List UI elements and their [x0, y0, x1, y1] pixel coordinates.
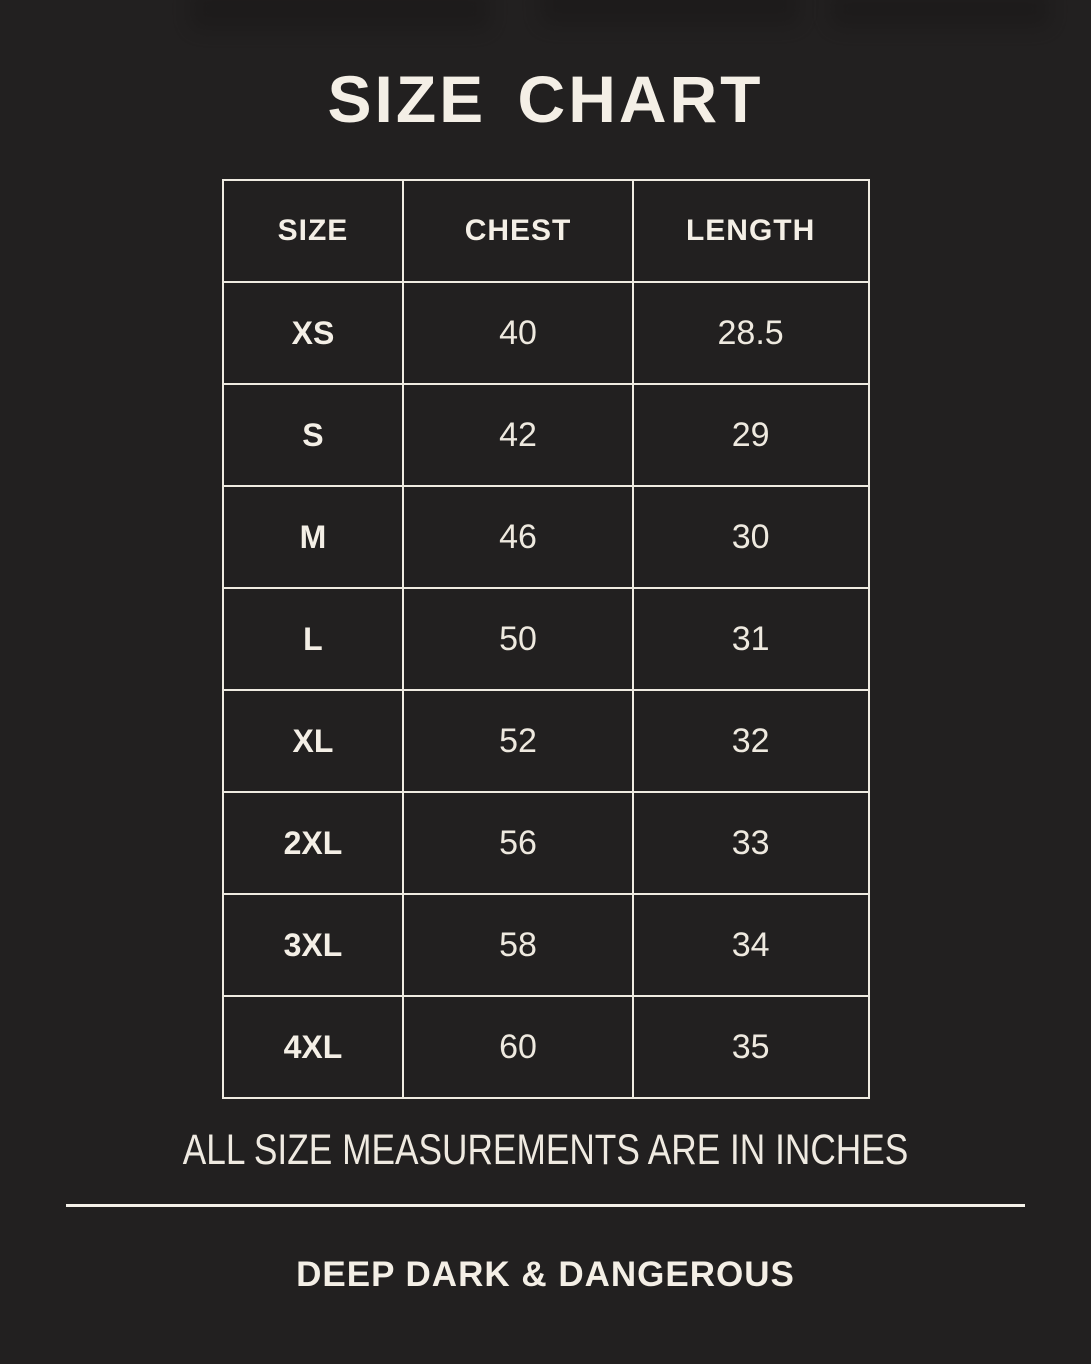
- header-row: SIZE CHEST LENGTH: [221, 179, 870, 283]
- table-row-xl: XL 52 32: [221, 689, 870, 793]
- length-cell: 31: [631, 587, 870, 691]
- table-row-l: L 50 31: [221, 587, 870, 691]
- column-header-chest: CHEST: [402, 179, 634, 283]
- size-cell: 3XL: [221, 893, 405, 997]
- table-row-2xl: 2XL 56 33: [221, 791, 870, 895]
- size-cell: XL: [221, 689, 405, 793]
- chest-cell: 50: [402, 587, 634, 691]
- length-cell: 30: [631, 485, 870, 589]
- brand-footer: DEEP DARK & DANGEROUS: [296, 1255, 795, 1294]
- measurement-note: ALL SIZE MEASUREMENTS ARE IN INCHES: [182, 1126, 909, 1174]
- size-cell: XS: [221, 281, 405, 385]
- table-row-xs: XS 40 28.5: [221, 281, 870, 385]
- size-chart-table: SIZE CHEST LENGTH XS 40 28.5 S 42 29 M 4…: [221, 179, 870, 1099]
- length-cell: 33: [631, 791, 870, 895]
- chest-cell: 46: [402, 485, 634, 589]
- column-header-length: LENGTH: [631, 179, 870, 283]
- length-cell: 35: [631, 995, 870, 1099]
- divider-line: [66, 1204, 1025, 1207]
- chest-cell: 56: [402, 791, 634, 895]
- chest-cell: 42: [402, 383, 634, 487]
- page-title: SIZE CHART: [327, 62, 764, 136]
- size-cell: 4XL: [221, 995, 405, 1099]
- size-cell: L: [221, 587, 405, 691]
- chest-cell: 58: [402, 893, 634, 997]
- size-cell: S: [221, 383, 405, 487]
- table-row-3xl: 3XL 58 34: [221, 893, 870, 997]
- length-cell: 34: [631, 893, 870, 997]
- chest-cell: 60: [402, 995, 634, 1099]
- length-cell: 28.5: [631, 281, 870, 385]
- table-row-4xl: 4XL 60 35: [221, 995, 870, 1099]
- size-cell: 2XL: [221, 791, 405, 895]
- table-row-m: M 46 30: [221, 485, 870, 589]
- chest-cell: 52: [402, 689, 634, 793]
- table-row-s: S 42 29: [221, 383, 870, 487]
- size-cell: M: [221, 485, 405, 589]
- chest-cell: 40: [402, 281, 634, 385]
- length-cell: 29: [631, 383, 870, 487]
- length-cell: 32: [631, 689, 870, 793]
- column-header-size: SIZE: [221, 179, 405, 283]
